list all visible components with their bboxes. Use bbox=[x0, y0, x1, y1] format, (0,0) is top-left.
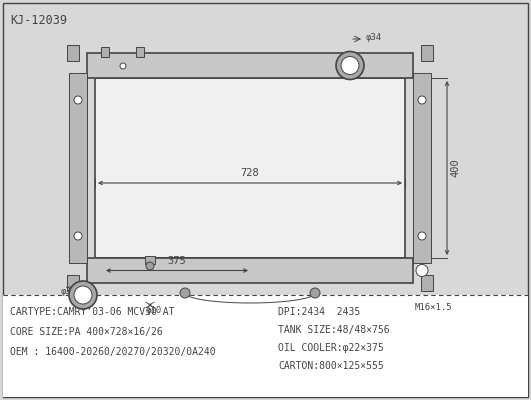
Text: CARTON:800×125×555: CARTON:800×125×555 bbox=[278, 361, 384, 371]
Text: 400: 400 bbox=[450, 159, 460, 177]
Text: φ34: φ34 bbox=[366, 34, 382, 42]
Circle shape bbox=[418, 232, 426, 240]
Text: M16×1.5: M16×1.5 bbox=[415, 303, 452, 312]
Bar bbox=[87, 53, 413, 78]
Bar bbox=[67, 45, 79, 61]
Text: φ10: φ10 bbox=[146, 306, 162, 315]
Text: KJ-12039: KJ-12039 bbox=[10, 14, 67, 27]
Text: OIL COOLER:φ22×375: OIL COOLER:φ22×375 bbox=[278, 343, 384, 353]
Bar bbox=[413, 73, 431, 263]
Circle shape bbox=[120, 63, 126, 69]
Circle shape bbox=[180, 288, 190, 298]
Circle shape bbox=[418, 96, 426, 104]
Circle shape bbox=[74, 286, 92, 304]
Text: CORE SIZE:PA 400×728×16/26: CORE SIZE:PA 400×728×16/26 bbox=[10, 327, 162, 337]
Bar bbox=[87, 258, 413, 283]
Text: OEM : 16400-20260/20270/20320/0A240: OEM : 16400-20260/20270/20320/0A240 bbox=[10, 347, 216, 357]
Bar bbox=[101, 47, 109, 57]
Bar bbox=[145, 256, 155, 264]
Circle shape bbox=[416, 264, 428, 276]
Text: DPI:2434  2435: DPI:2434 2435 bbox=[278, 307, 360, 317]
Text: 375: 375 bbox=[168, 256, 186, 266]
Text: φ34: φ34 bbox=[61, 287, 77, 296]
Circle shape bbox=[74, 96, 82, 104]
Circle shape bbox=[341, 56, 359, 74]
Bar bbox=[95, 78, 405, 258]
Circle shape bbox=[146, 262, 154, 270]
Circle shape bbox=[69, 281, 97, 309]
Bar bbox=[136, 47, 144, 57]
Text: TANK SIZE:48/48×756: TANK SIZE:48/48×756 bbox=[278, 325, 390, 335]
Text: 728: 728 bbox=[241, 168, 259, 178]
Bar bbox=[421, 275, 433, 291]
Circle shape bbox=[336, 52, 364, 80]
Text: CARTYPE:CAMRY’03-06 MCV30 AT: CARTYPE:CAMRY’03-06 MCV30 AT bbox=[10, 307, 175, 317]
Bar bbox=[3, 295, 528, 397]
Bar bbox=[67, 275, 79, 291]
Bar bbox=[421, 45, 433, 61]
Circle shape bbox=[74, 232, 82, 240]
Bar bbox=[69, 73, 87, 263]
Circle shape bbox=[310, 288, 320, 298]
